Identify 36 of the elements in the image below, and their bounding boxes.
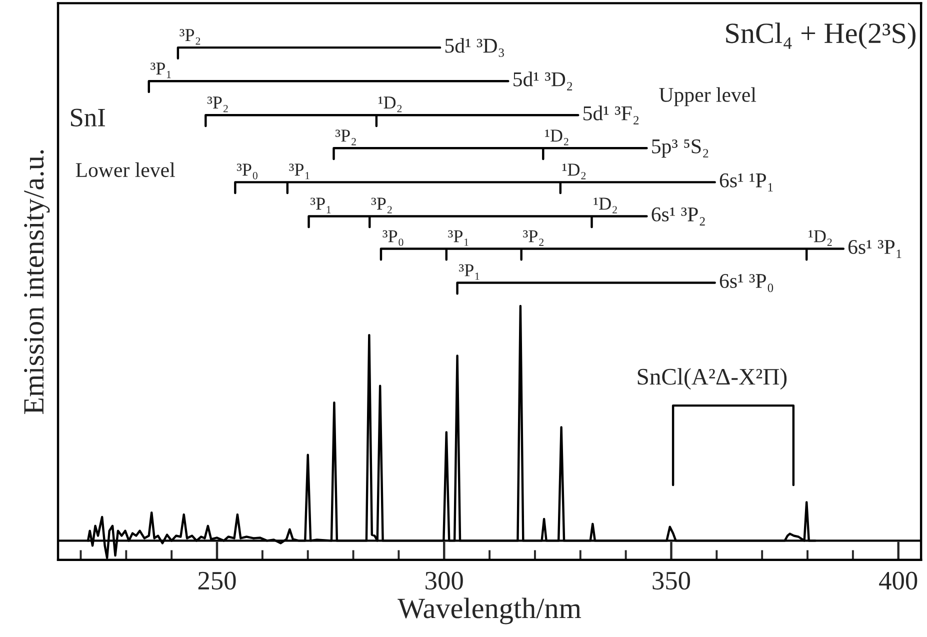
x-tick-label: 300 xyxy=(426,572,463,590)
annotation: ³P₂ xyxy=(371,198,392,214)
annotation: ³P₂ xyxy=(523,230,544,246)
x-axis-title: Wavelength/nm xyxy=(398,598,582,624)
annotation: ³P₀ xyxy=(382,230,404,246)
annotation: Upper level xyxy=(659,87,756,106)
annotation: ³P₂ xyxy=(207,96,228,112)
annotation: ³P₁ xyxy=(448,230,468,246)
chart-title: SnCl₄ + He(2³S) xyxy=(726,22,916,50)
annotation: 5d¹ ³D₃ xyxy=(445,38,504,57)
annotation: ³P₂ xyxy=(180,29,200,45)
annotation: ³P₁ xyxy=(289,164,310,180)
annotation: 6s¹ ³P₀ xyxy=(720,274,774,292)
annotation: 6s¹ ³P₂ xyxy=(652,207,705,226)
x-tick-label: 350 xyxy=(652,572,690,590)
annotation: 6s¹ ¹P₁ xyxy=(720,173,773,192)
annotation: 5d¹ ³F₂ xyxy=(584,106,639,124)
annotation: ¹D₂ xyxy=(594,198,617,214)
annotation: ³P₂ xyxy=(336,130,356,146)
annotation: ³P₁ xyxy=(459,264,480,280)
x-tick-label: 250 xyxy=(198,572,236,590)
annotation: ³P₁ xyxy=(310,198,331,214)
y-axis-title: Emission intensity/a.u. xyxy=(24,150,50,414)
x-tick-label: 400 xyxy=(879,572,918,590)
annotation: ¹D₂ xyxy=(378,96,402,112)
annotation: ³P₁ xyxy=(150,62,171,78)
annotation: 5d¹ ³D₂ xyxy=(514,72,572,90)
annotation: SnI xyxy=(71,108,105,126)
annotation: Lower level xyxy=(76,162,175,178)
annotation: ¹D₂ xyxy=(808,230,832,246)
annotation: 6s¹ ³P₁ xyxy=(848,240,902,258)
annotation: 5p³ ⁵S₂ xyxy=(652,139,708,158)
annotation: SnCl(A²Δ-X²Π) xyxy=(638,368,787,390)
annotation: ¹D₂ xyxy=(562,164,586,180)
annotation: ¹D₂ xyxy=(545,130,568,146)
annotation: ³P₀ xyxy=(236,164,258,180)
